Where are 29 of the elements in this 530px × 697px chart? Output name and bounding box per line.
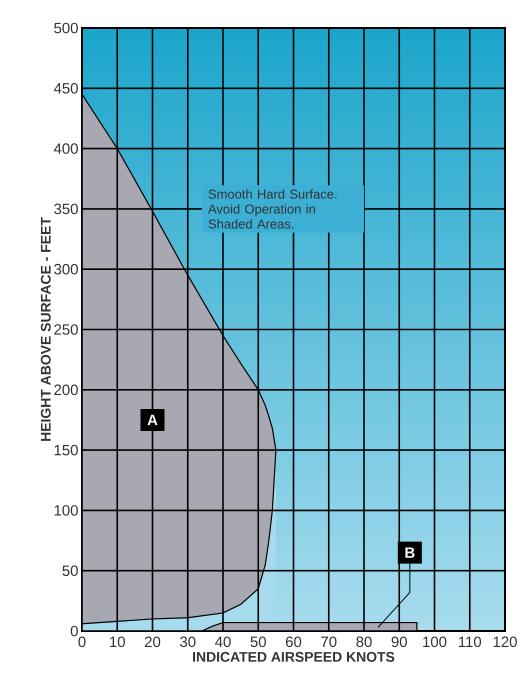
- x-tick-label: 70: [321, 636, 336, 648]
- x-tick-label: 60: [286, 636, 302, 648]
- x-tick-label: 100: [423, 636, 446, 648]
- y-tick-label: 450: [54, 83, 78, 94]
- y-tick-label: 300: [54, 264, 78, 274]
- x-tick-label: 0: [78, 636, 86, 648]
- x-tick-label: 90: [392, 636, 407, 648]
- y-tick-label: 50: [62, 565, 78, 576]
- y-tick-label: 100: [54, 505, 78, 516]
- x-tick-label: 80: [356, 636, 372, 648]
- y-tick-label: 150: [54, 444, 78, 456]
- annotation: Smooth Hard Surface. Avoid Operation in Shaded Areas.: [208, 189, 336, 229]
- x-tick-label: 120: [494, 636, 517, 648]
- y-tick-label: 0: [70, 626, 78, 636]
- y-tick-label: 500: [54, 22, 78, 34]
- y-tick-label: 250: [54, 324, 78, 335]
- x-tick-label: 110: [458, 636, 482, 648]
- y-tick-label: 350: [54, 204, 78, 214]
- y-axis-title: HEIGHT ABOVE SURFACE - FEET: [40, 217, 51, 441]
- series-label: A: [147, 414, 158, 426]
- text: B: [405, 547, 415, 558]
- x-tick-label: 40: [215, 636, 231, 648]
- x-tick-label: 10: [110, 636, 125, 648]
- y-tick-label: 200: [54, 384, 78, 396]
- x-tick-label: 20: [144, 636, 160, 648]
- x-tick-label: 30: [180, 636, 196, 648]
- x-axis-title: INDICATED AIRSPEED KNOTS: [193, 652, 394, 662]
- x-tick-label: 50: [250, 636, 266, 648]
- y-tick-label: 400: [54, 143, 78, 154]
